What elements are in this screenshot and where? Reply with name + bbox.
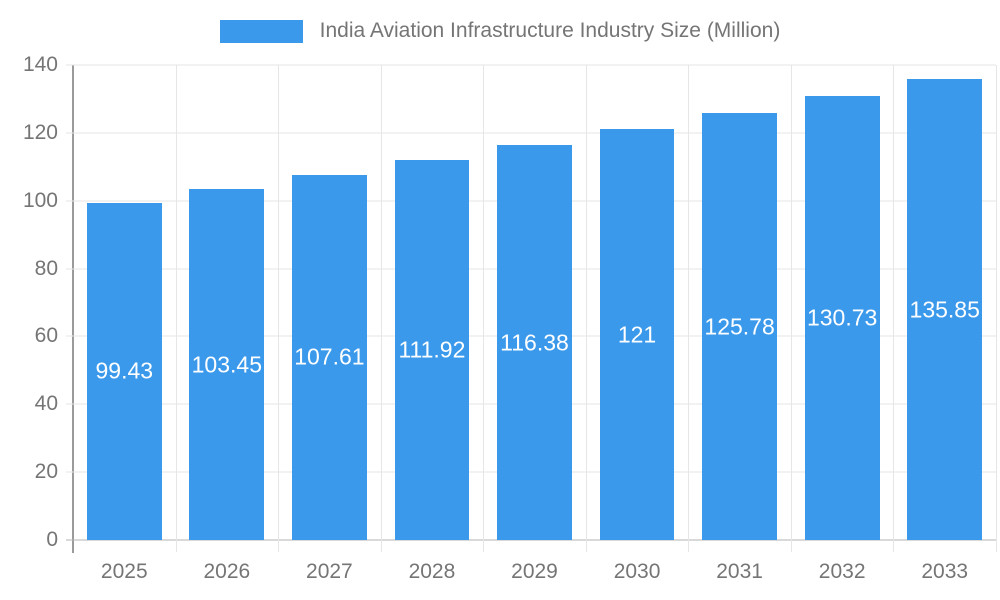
category-separator	[483, 65, 485, 552]
x-tick-label-2027: 2027	[306, 560, 353, 583]
bar-2028: 111.92	[394, 160, 470, 540]
bar-2026: 103.45	[189, 189, 265, 540]
gridline-120	[66, 132, 996, 134]
bar-2025: 99.43	[86, 202, 162, 540]
x-tick-label-2033: 2033	[921, 560, 969, 583]
legend-label: India Aviation Infrastructure Industry S…	[319, 19, 781, 42]
bar-value-label: 135.85	[909, 296, 980, 323]
y-tick-label-60: 60	[34, 324, 58, 348]
y-tick-label-80: 80	[34, 256, 58, 280]
legend: India Aviation Infrastructure Industry S…	[0, 19, 1000, 43]
category-separator	[790, 65, 792, 552]
bar-value-label: 107.61	[294, 343, 365, 370]
legend-swatch	[219, 19, 303, 43]
category-separator	[175, 65, 177, 552]
bar-value-label: 125.78	[704, 313, 775, 340]
x-tick-label-2031: 2031	[716, 560, 763, 583]
category-separator	[893, 65, 895, 552]
x-axis-labels: 2025 2026 2027 2028 2029 2030 2031 2032 2033	[73, 560, 996, 590]
category-separator	[380, 65, 382, 552]
gridline-140	[66, 64, 996, 66]
x-tick-label-2026: 2026	[203, 560, 251, 583]
gridline-0	[66, 539, 996, 541]
category-separator	[585, 65, 587, 552]
bar-2033: 135.85	[907, 79, 983, 540]
category-separator	[688, 65, 690, 552]
y-tick-label-40: 40	[34, 392, 58, 416]
y-axis-labels: 0 20 40 60 80 100 120 140	[0, 53, 58, 551]
y-tick-label-140: 140	[22, 53, 58, 76]
bar-2027: 107.61	[291, 174, 367, 540]
bar-2032: 130.73	[804, 96, 880, 540]
bar-value-label: 121	[617, 321, 657, 348]
x-tick-label-2025: 2025	[100, 560, 148, 583]
x-tick-label-2030: 2030	[613, 560, 661, 583]
x-tick-label-2029: 2029	[511, 560, 558, 583]
bar-2030: 121	[599, 129, 675, 540]
category-separator	[278, 65, 280, 552]
y-tick-label-0: 0	[46, 528, 58, 551]
bar-value-label: 130.73	[806, 304, 878, 331]
plot-area: 99.43 103.45 107.61 111.92 116.38 121 125.78 13…	[66, 64, 997, 553]
bar-2029: 116.38	[497, 145, 572, 540]
y-tick-label-20: 20	[34, 460, 58, 484]
bar-value-label: 111.92	[398, 336, 466, 363]
y-tick-label-100: 100	[22, 188, 58, 212]
x-tick-label-2032: 2032	[818, 560, 866, 583]
bar-value-label: 103.45	[191, 351, 262, 377]
bar-2031: 125.78	[702, 113, 778, 540]
y-axis-line	[72, 65, 74, 553]
y-tick-label-120: 120	[22, 120, 58, 144]
bar-value-label: 116.38	[500, 329, 569, 356]
x-tick-label-2028: 2028	[408, 560, 456, 583]
bar-value-label: 99.43	[95, 357, 154, 384]
category-separator	[996, 65, 997, 552]
